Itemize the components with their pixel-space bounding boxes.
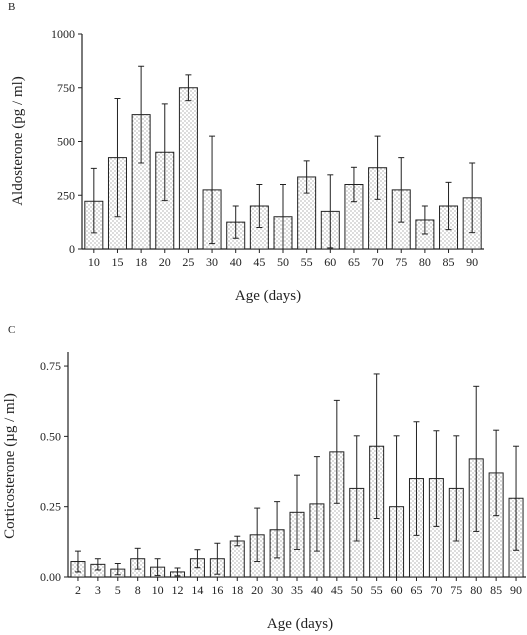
y-axis-label: Corticosterone (µg / ml) (2, 393, 18, 539)
x-tick-label: 45 (253, 255, 265, 269)
x-axis-label: Age (days) (267, 616, 333, 632)
x-tick-label: 80 (419, 255, 431, 269)
x-tick-label: 20 (159, 255, 171, 269)
y-tick-label: 250 (57, 188, 75, 202)
y-tick-label: 500 (57, 135, 75, 149)
x-tick-label: 70 (372, 255, 384, 269)
x-tick-label: 8 (135, 583, 141, 597)
x-tick-label: 90 (510, 583, 522, 597)
x-tick-label: 65 (410, 583, 422, 597)
x-tick-label: 2 (75, 583, 81, 597)
panel-label: C (8, 324, 15, 336)
x-tick-label: 15 (111, 255, 123, 269)
x-tick-label: 10 (152, 583, 164, 597)
bar (178, 87, 198, 250)
x-tick-label: 14 (191, 583, 203, 597)
x-tick-label: 12 (172, 583, 184, 597)
x-tick-label: 30 (206, 255, 218, 269)
x-axis-label: Age (days) (235, 288, 301, 304)
chart-panel-corticosterone: C 0.000.250.500.752 3 5 8 10 12 14 16 18 20 30 35 40… (2, 324, 526, 632)
y-tick-label: 0.50 (40, 429, 61, 443)
x-tick-label: 75 (395, 255, 407, 269)
y-tick-label: 0 (69, 242, 75, 256)
x-tick-label: 85 (490, 583, 502, 597)
plot-area: 0 250 500 750 1000 10 15 18 20 25 30 40 45 50 55 60 65 70… (51, 27, 484, 269)
y-axis-label: Aldosterone (pg / ml) (10, 76, 26, 206)
x-tick-label: 75 (450, 583, 462, 597)
x-tick-label: 30 (271, 583, 283, 597)
x-tick-label: 16 (211, 583, 223, 597)
y-tick-label: 0.00 (40, 570, 61, 584)
x-tick-label: 25 (182, 255, 194, 269)
x-tick-label: 90 (466, 255, 478, 269)
x-tick-label: 40 (230, 255, 242, 269)
x-tick-label: 85 (443, 255, 455, 269)
x-tick-label: 80 (470, 583, 482, 597)
plot-area: 0.000.250.500.752 3 5 8 10 12 14 16 18 20 30 35 40 45… (40, 352, 526, 597)
x-tick-label: 55 (371, 583, 383, 597)
y-tick-label: 0.25 (40, 500, 61, 514)
bar (229, 540, 245, 578)
x-tick-label: 55 (301, 255, 313, 269)
x-tick-label: 45 (331, 583, 343, 597)
x-tick-label: 3 (95, 583, 101, 597)
y-tick-label: 750 (57, 81, 75, 95)
x-tick-label: 50 (277, 255, 289, 269)
x-tick-label: 60 (324, 255, 336, 269)
x-tick-label: 5 (115, 583, 121, 597)
x-tick-label: 35 (291, 583, 303, 597)
x-tick-label: 50 (351, 583, 363, 597)
x-tick-label: 70 (430, 583, 442, 597)
x-tick-label: 20 (251, 583, 263, 597)
chart-panel-aldosterone: B 0 250 500 750 1000 10 15 18 20 25 30 40 45 50 55 60 65… (8, 1, 484, 304)
x-tick-label: 18 (135, 255, 147, 269)
y-tick-label: 1000 (51, 27, 75, 41)
panel-label: B (8, 1, 15, 13)
x-tick-label: 10 (88, 255, 100, 269)
x-tick-label: 40 (311, 583, 323, 597)
x-tick-label: 60 (391, 583, 403, 597)
x-tick-label: 65 (348, 255, 360, 269)
y-tick-label: 0.75 (40, 359, 61, 373)
x-tick-label: 18 (231, 583, 243, 597)
